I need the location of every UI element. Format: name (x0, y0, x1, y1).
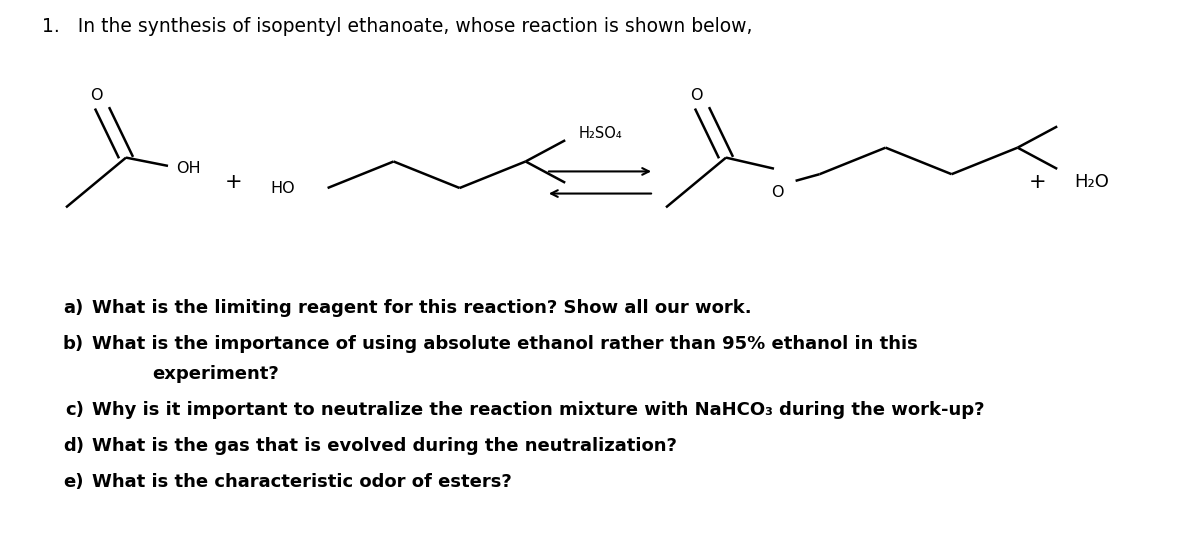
Text: b): b) (62, 335, 84, 353)
Text: +: + (1030, 173, 1046, 192)
Text: What is the gas that is evolved during the neutralization?: What is the gas that is evolved during t… (92, 437, 677, 455)
Text: d): d) (62, 437, 84, 455)
Text: experiment?: experiment? (152, 365, 280, 383)
Text: +: + (226, 173, 242, 192)
Text: What is the characteristic odor of esters?: What is the characteristic odor of ester… (92, 473, 512, 491)
Text: O: O (772, 185, 784, 200)
Text: O: O (90, 88, 102, 103)
Text: c): c) (65, 401, 84, 419)
Text: HO: HO (270, 180, 295, 196)
Text: Why is it important to neutralize the reaction mixture with NaHCO₃ during the wo: Why is it important to neutralize the re… (92, 401, 985, 419)
Text: What is the limiting reagent for this reaction? Show all our work.: What is the limiting reagent for this re… (92, 299, 752, 317)
Text: a): a) (64, 299, 84, 317)
Text: H₂SO₄: H₂SO₄ (578, 126, 622, 141)
Text: e): e) (64, 473, 84, 491)
Text: 1.   In the synthesis of isopentyl ethanoate, whose reaction is shown below,: 1. In the synthesis of isopentyl ethanoa… (42, 17, 752, 35)
Text: H₂O: H₂O (1074, 174, 1109, 191)
Text: What is the importance of using absolute ethanol rather than 95% ethanol in this: What is the importance of using absolute… (92, 335, 918, 353)
Text: OH: OH (176, 161, 202, 176)
Text: O: O (690, 88, 702, 103)
